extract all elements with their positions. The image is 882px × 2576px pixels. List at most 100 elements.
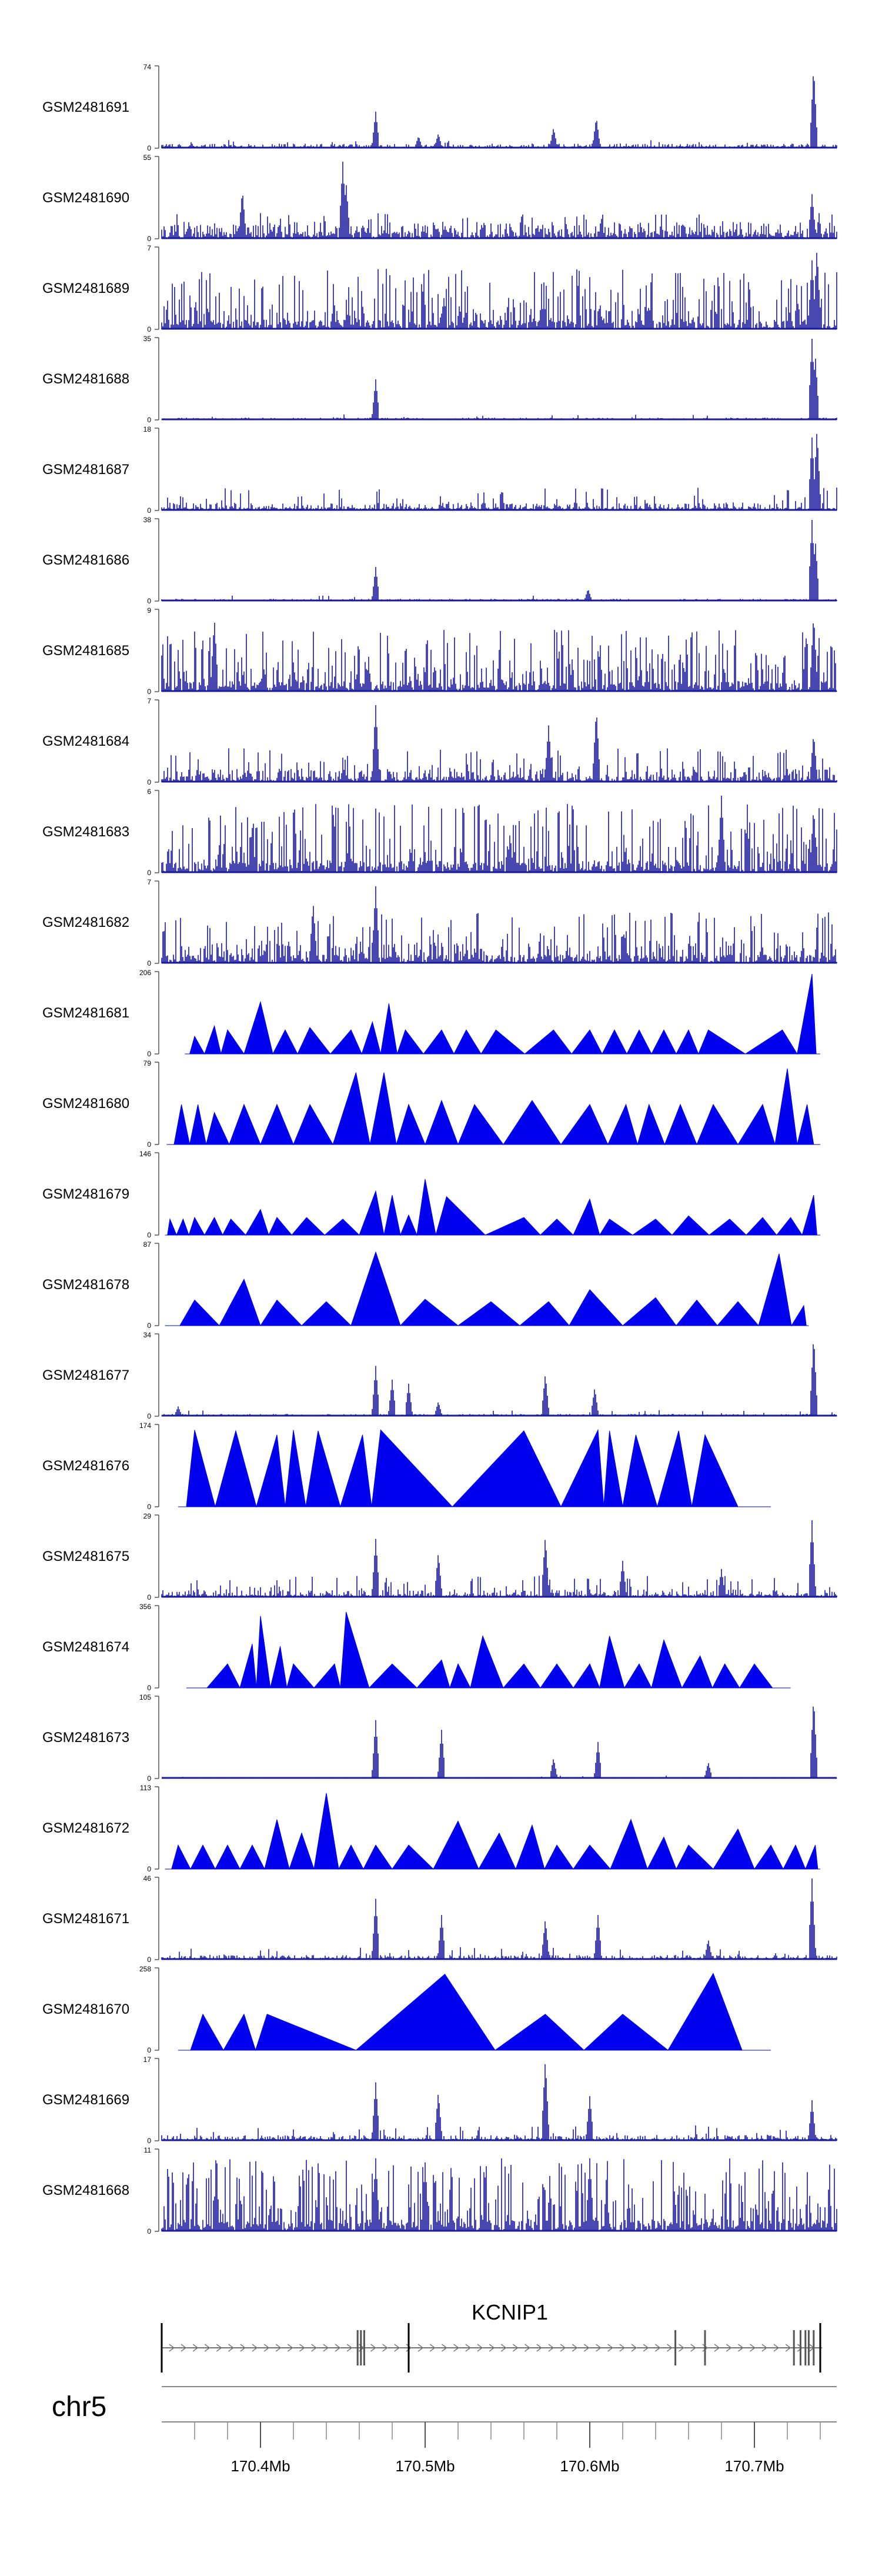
track-GSM2481673: GSM2481673 105 0 xyxy=(42,1693,837,1783)
y-min-label: 0 xyxy=(147,1774,151,1783)
x-tick-label: 170.5Mb xyxy=(395,2457,455,2475)
strand-arrow xyxy=(596,2344,602,2352)
track-GSM2481670: GSM2481670 258 0 xyxy=(42,1965,771,2054)
signal-area xyxy=(178,1973,771,2051)
strand-arrow xyxy=(382,2344,388,2352)
track-label: GSM2481670 xyxy=(42,2001,129,2017)
chromosome-label: chr5 xyxy=(52,2391,106,2422)
signal-area xyxy=(178,1429,771,1508)
track-GSM2481686: GSM2481686 38 0 xyxy=(42,516,837,605)
strand-arrow xyxy=(773,2344,780,2352)
y-max-label: 74 xyxy=(143,63,152,71)
y-max-label: 55 xyxy=(143,154,152,162)
chromosome-axis: chr5 170.4Mb 170.5Mb 170.6Mb 170.7Mb xyxy=(52,2386,837,2475)
y-max-label: 11 xyxy=(144,2146,152,2154)
gene-name: KCNIP1 xyxy=(472,2300,548,2324)
strand-arrow xyxy=(323,2344,329,2352)
track-GSM2481679: GSM2481679 146 0 xyxy=(42,1150,820,1239)
strand-arrow xyxy=(679,2344,684,2352)
track-label: GSM2481690 xyxy=(42,190,129,206)
signal-bars xyxy=(161,1344,837,1416)
strand-arrow xyxy=(619,2344,626,2352)
strand-arrow xyxy=(524,2344,530,2352)
strand-arrow xyxy=(275,2344,282,2352)
y-min-label: 0 xyxy=(147,144,151,152)
y-max-label: 7 xyxy=(147,697,151,705)
track-label: GSM2481689 xyxy=(42,281,129,296)
track-GSM2481682: GSM2481682 7 0 xyxy=(42,878,837,967)
strand-arrow xyxy=(690,2344,697,2352)
y-max-label: 9 xyxy=(147,606,151,615)
y-min-label: 0 xyxy=(147,235,151,243)
track-label: GSM2481691 xyxy=(42,99,129,115)
track-GSM2481677: GSM2481677 34 0 xyxy=(42,1331,837,1420)
track-label: GSM2481676 xyxy=(42,1458,129,1474)
strand-arrow xyxy=(429,2344,436,2352)
signal-bars xyxy=(161,705,837,782)
strand-arrow xyxy=(442,2344,447,2352)
strand-arrow xyxy=(465,2344,472,2352)
strand-arrow xyxy=(252,2344,258,2352)
strand-arrow xyxy=(477,2344,483,2352)
y-max-label: 7 xyxy=(147,244,151,252)
track-label: GSM2481673 xyxy=(42,1730,129,1746)
y-min-label: 0 xyxy=(147,506,151,515)
track-GSM2481683: GSM2481683 6 0 xyxy=(42,788,837,877)
strand-arrow xyxy=(572,2344,578,2352)
strand-arrow xyxy=(761,2344,768,2352)
y-max-label: 7 xyxy=(147,878,151,886)
y-max-label: 356 xyxy=(139,1603,151,1611)
strand-arrow xyxy=(287,2344,293,2352)
y-min-label: 0 xyxy=(147,1140,151,1149)
strand-arrow xyxy=(643,2344,649,2352)
track-GSM2481681: GSM2481681 206 0 xyxy=(42,969,820,1058)
track-label: GSM2481678 xyxy=(42,1277,129,1293)
exon xyxy=(407,2323,410,2373)
strand-arrow xyxy=(536,2344,543,2352)
y-min-label: 0 xyxy=(147,2046,151,2054)
y-min-label: 0 xyxy=(147,1684,151,1692)
signal-area xyxy=(165,1251,809,1327)
y-max-label: 34 xyxy=(143,1331,152,1339)
y-min-label: 0 xyxy=(147,1865,151,1873)
track-label: GSM2481688 xyxy=(42,371,129,387)
signal-bars xyxy=(161,520,837,601)
track-GSM2481689: GSM2481689 7 0 xyxy=(42,244,837,333)
exon xyxy=(807,2330,810,2365)
exon xyxy=(819,2323,821,2373)
track-label: GSM2481669 xyxy=(42,2092,129,2108)
exon xyxy=(363,2330,365,2365)
y-max-label: 146 xyxy=(139,1150,151,1158)
y-min-label: 0 xyxy=(147,1503,151,1511)
track-label: GSM2481685 xyxy=(42,643,129,659)
y-min-label: 0 xyxy=(147,1050,151,1058)
axis-marks: 170.4Mb 170.5Mb 170.6Mb 170.7Mb xyxy=(162,2386,837,2475)
strand-arrow xyxy=(654,2344,661,2352)
y-min-label: 0 xyxy=(147,1956,151,1964)
strand-arrow xyxy=(263,2344,270,2352)
signal-area xyxy=(185,973,820,1055)
signal-bars xyxy=(161,795,837,873)
exon xyxy=(704,2330,706,2365)
strand-arrow xyxy=(738,2344,744,2352)
strand-arrow xyxy=(370,2344,376,2352)
strand-arrow xyxy=(394,2344,400,2352)
y-min-label: 0 xyxy=(147,778,151,786)
y-max-label: 38 xyxy=(143,516,152,524)
strand-arrow xyxy=(299,2344,305,2352)
track-label: GSM2481682 xyxy=(42,915,129,930)
signal-bars xyxy=(161,886,837,963)
track-GSM2481691: GSM2481691 74 0 xyxy=(42,63,837,152)
track-GSM2481676: GSM2481676 174 0 xyxy=(42,1422,771,1511)
exon xyxy=(804,2330,807,2365)
y-min-label: 0 xyxy=(147,2227,151,2235)
signal-bars xyxy=(161,1520,837,1597)
exon xyxy=(360,2330,362,2365)
signal-area xyxy=(186,1611,791,1689)
signal-bars xyxy=(161,2064,837,2141)
gene-track: KCNIP1 xyxy=(161,2300,822,2373)
strand-arrow xyxy=(548,2344,554,2352)
y-min-label: 0 xyxy=(147,869,151,877)
track-label: GSM2481687 xyxy=(42,462,129,478)
